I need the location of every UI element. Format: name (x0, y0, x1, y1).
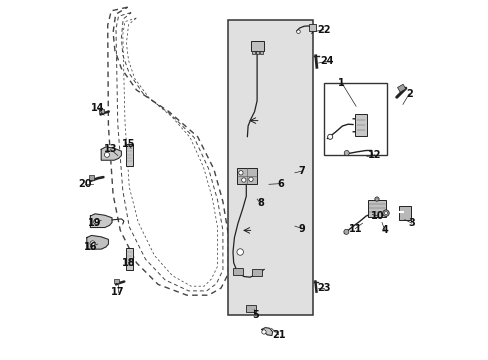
Circle shape (248, 177, 253, 181)
Bar (259, 51, 262, 54)
Text: 14: 14 (91, 103, 104, 113)
Circle shape (238, 171, 243, 175)
Circle shape (237, 249, 243, 255)
Bar (232, 268, 243, 275)
Bar (237, 168, 257, 184)
Bar (245, 305, 256, 312)
Bar (126, 144, 133, 166)
Bar (89, 175, 94, 180)
Circle shape (94, 219, 99, 224)
Text: 17: 17 (111, 287, 124, 297)
Text: 24: 24 (320, 56, 333, 66)
Bar (251, 269, 262, 276)
Text: 11: 11 (348, 224, 362, 234)
Text: 7: 7 (298, 166, 305, 176)
Circle shape (90, 241, 95, 246)
Bar (228, 20, 312, 315)
Text: 10: 10 (370, 211, 384, 221)
Bar (323, 83, 386, 155)
Bar (126, 248, 133, 270)
Text: 6: 6 (277, 179, 284, 189)
Text: 20: 20 (79, 179, 92, 189)
Circle shape (384, 212, 386, 215)
Circle shape (382, 210, 388, 216)
Text: 1: 1 (338, 78, 345, 88)
Text: 18: 18 (122, 258, 135, 268)
Circle shape (344, 150, 348, 156)
Bar (255, 51, 258, 54)
Polygon shape (90, 214, 112, 228)
Polygon shape (87, 235, 108, 249)
Circle shape (261, 330, 265, 334)
Bar (250, 41, 264, 51)
Polygon shape (261, 328, 272, 336)
Text: 4: 4 (381, 225, 387, 235)
Text: 3: 3 (407, 218, 414, 228)
Text: 9: 9 (298, 224, 305, 234)
Text: 8: 8 (256, 198, 263, 208)
Bar (397, 84, 405, 92)
Text: 23: 23 (317, 283, 330, 293)
Text: 2: 2 (405, 89, 412, 99)
Bar (309, 24, 315, 31)
Bar (114, 279, 119, 283)
Bar (399, 206, 410, 220)
Bar (251, 51, 254, 54)
Text: 5: 5 (251, 310, 258, 320)
Bar (355, 114, 366, 136)
Circle shape (104, 152, 109, 157)
Text: 15: 15 (122, 139, 135, 149)
Text: 21: 21 (271, 330, 285, 340)
Text: 16: 16 (83, 242, 97, 252)
Circle shape (327, 134, 332, 139)
Text: 22: 22 (316, 24, 330, 35)
Circle shape (241, 178, 245, 182)
Circle shape (343, 229, 348, 234)
Text: 19: 19 (88, 218, 102, 228)
Circle shape (296, 30, 300, 33)
Polygon shape (101, 147, 121, 160)
Circle shape (374, 197, 378, 201)
Text: 12: 12 (367, 150, 381, 160)
Text: 13: 13 (103, 144, 117, 154)
Bar (367, 200, 385, 217)
Circle shape (375, 198, 377, 200)
Bar (99, 109, 103, 113)
